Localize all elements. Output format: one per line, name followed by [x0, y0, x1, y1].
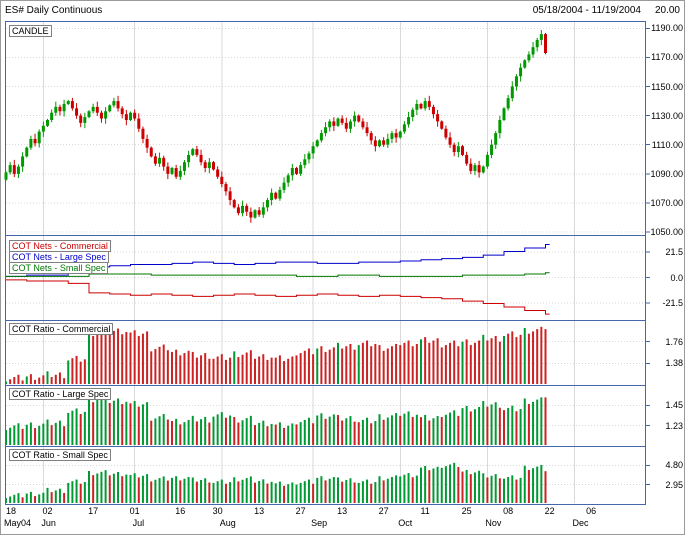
- study-label-cot-nets-small-spec[interactable]: COT Nets - Small Spec: [9, 262, 109, 274]
- study-label-cot-ratio-large-spec[interactable]: COT Ratio - Large Spec: [9, 388, 112, 400]
- study-label-cot-ratio-commercial[interactable]: COT Ratio - Commercial: [9, 323, 114, 335]
- chart-title: ES# Daily Continuous: [5, 4, 103, 16]
- chart-header: ES# Daily Continuous 05/18/2004 - 11/19/…: [1, 1, 684, 19]
- study-label-candle[interactable]: CANDLE: [9, 25, 52, 37]
- header-scale-value: 20.00: [654, 4, 680, 16]
- date-range-label: 05/18/2004 - 11/19/2004: [532, 4, 641, 16]
- study-label-cot-ratio-small-spec[interactable]: COT Ratio - Small Spec: [9, 449, 111, 461]
